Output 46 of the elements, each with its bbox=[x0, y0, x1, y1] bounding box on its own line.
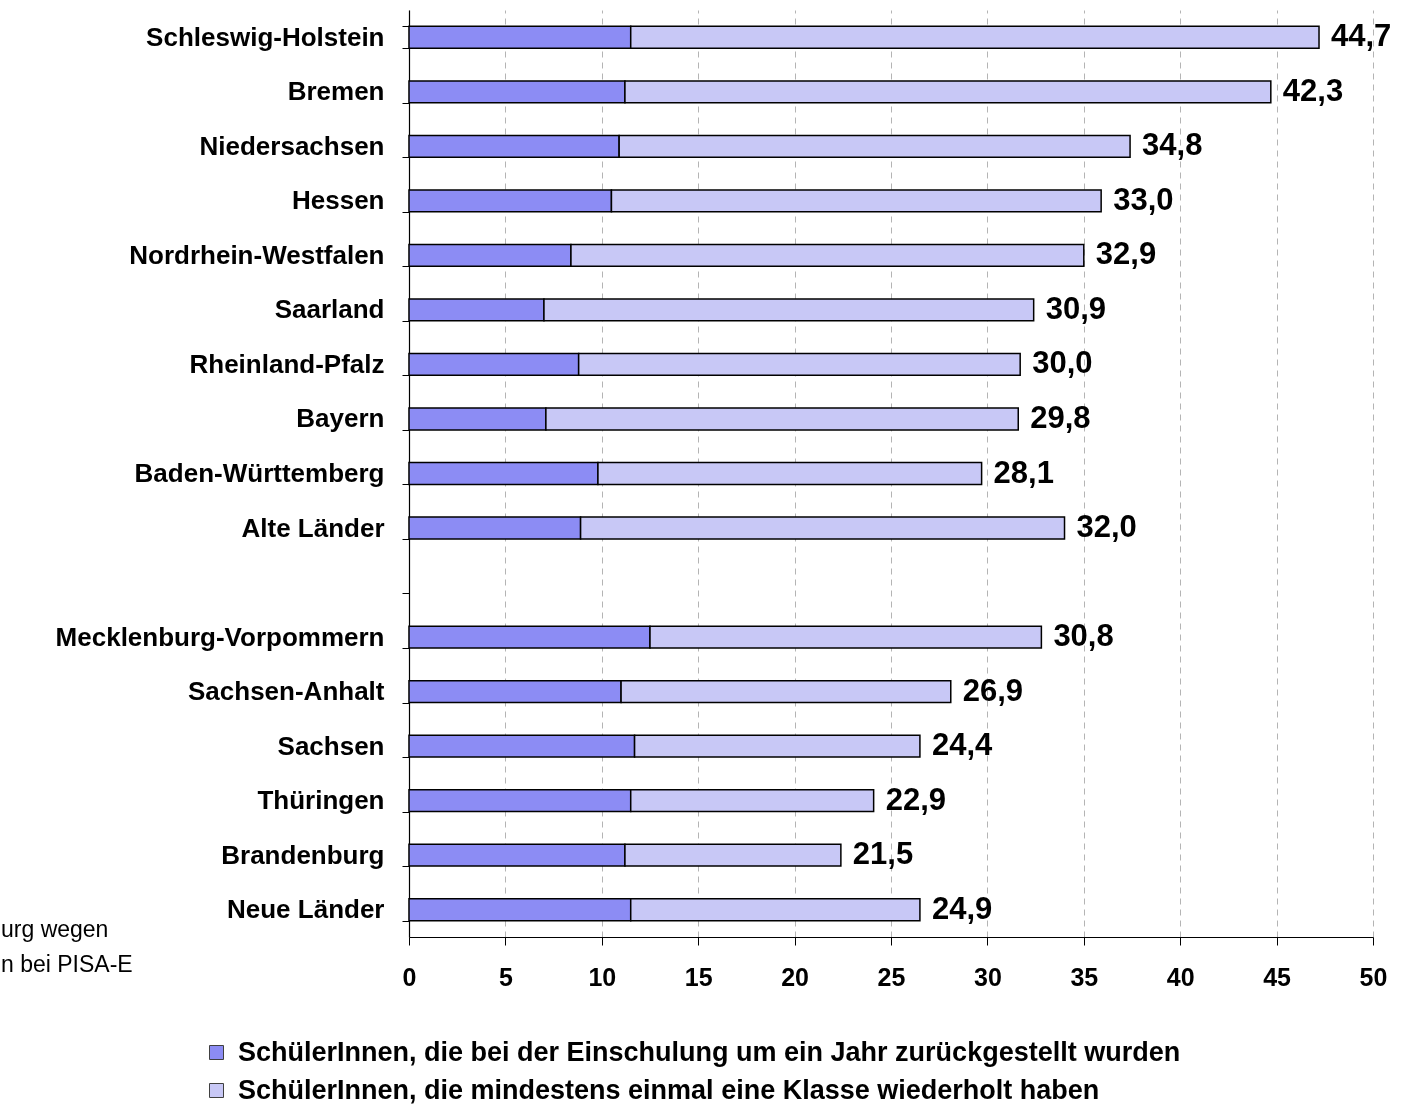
y-tick-label: Hessen bbox=[292, 185, 385, 216]
y-tick-label: Brandenburg bbox=[221, 839, 385, 870]
y-tick-label: Baden-Württemberg bbox=[134, 458, 385, 488]
annotation: 26,9 bbox=[962, 672, 1024, 708]
annotation: 24,9 bbox=[931, 890, 993, 926]
y-tick-label: Rheinland-Pfalz bbox=[189, 348, 385, 379]
y-tick-label: Niedersachsen bbox=[199, 130, 385, 161]
annotation: 42,3 bbox=[1282, 72, 1344, 108]
x-tick-label: 15 bbox=[684, 962, 713, 991]
legend-label: SchülerInnen, die bei der Einschulung um ein Jahr zurückgestellt wurden bbox=[238, 1036, 1181, 1067]
x-tick-label: 35 bbox=[1070, 962, 1099, 991]
y-tick-label: Bremen bbox=[287, 76, 385, 107]
x-tick-label: 10 bbox=[588, 962, 617, 991]
y-tick-label: Saarland bbox=[274, 294, 385, 325]
x-tick-label: 20 bbox=[781, 962, 810, 991]
y-tick-label: Sachsen-Anhalt bbox=[188, 676, 385, 707]
legend-label: SchülerInnen, die mindestens einmal eine Klasse wiederholt haben bbox=[238, 1074, 1100, 1105]
x-tick-label: 30 bbox=[973, 962, 1002, 991]
annotation: 30,9 bbox=[1045, 290, 1107, 326]
annotation: 22,9 bbox=[885, 781, 946, 817]
y-tick-label: Schleswig-Holstein bbox=[146, 21, 385, 52]
annotation: 28,1 bbox=[993, 454, 1054, 490]
y-tick-label: Sachsen bbox=[277, 730, 385, 761]
annotation: 44,7 bbox=[1331, 18, 1392, 54]
x-tick-label: 40 bbox=[1166, 962, 1195, 991]
annotation: 21,5 bbox=[852, 836, 914, 872]
x-tick-label: 0 bbox=[402, 962, 417, 991]
annotation: 33,0 bbox=[1113, 181, 1174, 217]
y-tick-label: Neue Länder bbox=[227, 894, 385, 925]
annotation: 34,8 bbox=[1142, 127, 1203, 163]
y-tick-label: Nordrhein-Westfalen bbox=[129, 239, 385, 270]
annotation: 32,0 bbox=[1076, 509, 1137, 545]
annotation: 24,4 bbox=[931, 727, 994, 763]
y-tick-label: Thüringen bbox=[257, 785, 385, 816]
y-tick-label: Alte Länder bbox=[241, 512, 385, 543]
x-tick-label: 45 bbox=[1263, 962, 1292, 991]
annotation: 32,9 bbox=[1095, 236, 1157, 272]
x-tick-label: 5 bbox=[498, 962, 513, 991]
y-tick-label: Bayern bbox=[296, 403, 385, 434]
annotation: 30,8 bbox=[1053, 618, 1114, 654]
x-tick-label: 50 bbox=[1359, 962, 1388, 991]
annotation: 30,0 bbox=[1032, 345, 1093, 381]
y-tick-label: Mecklenburg-Vorpommern bbox=[55, 621, 385, 652]
x-tick-label: 25 bbox=[877, 962, 906, 991]
annotation: 29,8 bbox=[1030, 399, 1091, 435]
text: urg wegen n bei PISA-E bbox=[1, 916, 133, 977]
